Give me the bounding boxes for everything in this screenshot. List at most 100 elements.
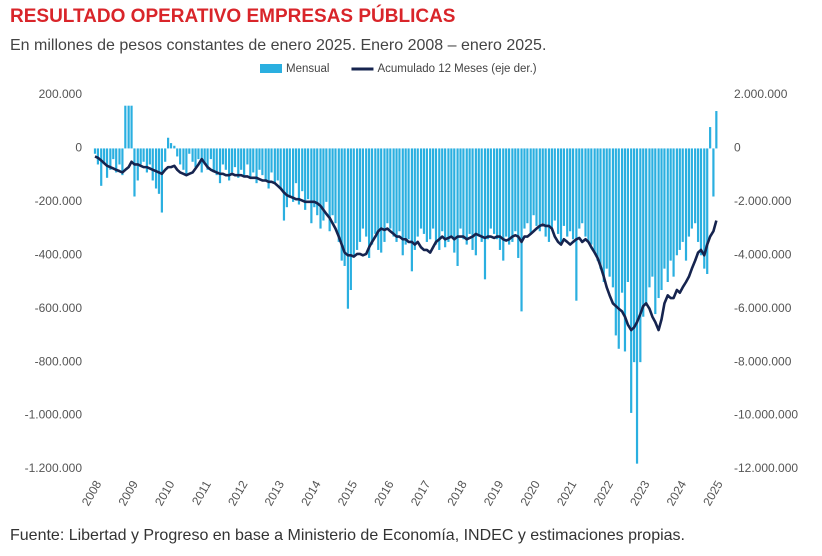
bar — [694, 148, 697, 224]
x-tick-label: 2008 — [79, 478, 105, 508]
bar — [349, 148, 352, 291]
bar — [489, 148, 492, 229]
x-tick-label: 2025 — [700, 478, 726, 508]
bar — [118, 148, 121, 165]
bar — [459, 148, 462, 229]
bar — [270, 148, 273, 173]
bar — [154, 148, 158, 189]
bar — [237, 148, 240, 178]
bar — [142, 148, 145, 162]
bar — [684, 148, 688, 261]
x-tick-label: 2019 — [481, 478, 507, 508]
chart-source: Fuente: Libertad y Progreso en base a Mi… — [10, 527, 685, 544]
y2-tick-label: -6.000.000 — [734, 301, 792, 315]
bar — [185, 148, 188, 176]
bar — [690, 148, 693, 229]
x-tick-label: 2022 — [591, 478, 617, 508]
bar — [127, 105, 130, 149]
bar — [139, 148, 142, 165]
bar — [666, 148, 669, 282]
bar — [660, 148, 663, 291]
bar — [304, 148, 307, 210]
bar — [313, 148, 316, 208]
bar — [173, 145, 176, 149]
bar — [334, 148, 337, 224]
bar — [224, 148, 227, 170]
bar — [681, 148, 684, 242]
bar — [319, 148, 322, 229]
bar — [370, 148, 374, 245]
bar — [559, 148, 563, 245]
bar — [620, 148, 624, 293]
bar — [130, 105, 133, 149]
bar — [346, 148, 350, 309]
bar — [407, 148, 410, 240]
bar — [273, 148, 276, 184]
bar — [639, 148, 642, 363]
bar — [105, 148, 109, 178]
bar — [325, 148, 328, 202]
bar — [160, 148, 163, 213]
bar — [581, 148, 584, 224]
bar — [285, 148, 288, 208]
y-tick-label: -400.000 — [35, 247, 83, 261]
bar — [100, 148, 103, 186]
bar — [261, 148, 264, 176]
bar — [169, 143, 173, 149]
bar — [602, 148, 605, 282]
bar — [633, 148, 636, 363]
bar — [465, 148, 468, 245]
bar — [316, 148, 319, 216]
bar — [410, 148, 413, 272]
bar — [468, 148, 471, 234]
bar — [212, 148, 215, 173]
bar — [642, 148, 645, 317]
bar — [194, 148, 197, 168]
bar — [596, 148, 599, 261]
bar — [566, 148, 569, 237]
bar — [121, 148, 124, 176]
bar — [240, 148, 243, 170]
bar — [93, 148, 97, 154]
bar — [663, 148, 666, 269]
y2-tick-label: -12.000.000 — [734, 461, 798, 475]
bar — [502, 148, 505, 261]
bar — [474, 148, 477, 256]
bar — [493, 148, 496, 234]
bar — [520, 148, 523, 312]
y-tick-label: -800.000 — [35, 354, 83, 368]
bar — [182, 148, 185, 170]
x-tick-label: 2014 — [298, 478, 324, 508]
bar — [228, 148, 231, 181]
bar — [678, 148, 681, 250]
bar — [715, 111, 718, 149]
chart-title: RESULTADO OPERATIVO EMPRESAS PÚBLICAS — [10, 5, 455, 27]
bar — [578, 148, 581, 229]
x-tick-label: 2017 — [408, 478, 434, 508]
bar — [288, 148, 291, 197]
bar — [654, 148, 657, 315]
bar — [337, 148, 340, 242]
bar — [419, 148, 423, 229]
bar — [374, 148, 377, 234]
bar — [209, 148, 212, 160]
bar — [112, 148, 115, 160]
bar — [608, 148, 611, 277]
x-tick-label: 2024 — [664, 478, 690, 508]
bar — [395, 148, 398, 242]
bar — [699, 148, 703, 256]
bar — [365, 148, 368, 237]
bar — [480, 148, 483, 242]
bar — [355, 148, 359, 250]
bar — [133, 148, 136, 197]
bar — [526, 148, 529, 224]
bar — [422, 148, 426, 234]
bar — [687, 148, 691, 237]
bar — [648, 148, 651, 288]
bar — [203, 148, 206, 165]
legend-swatch — [260, 64, 282, 73]
bar — [252, 148, 255, 173]
bar — [453, 148, 456, 253]
bar — [556, 148, 560, 234]
bar — [358, 148, 362, 242]
